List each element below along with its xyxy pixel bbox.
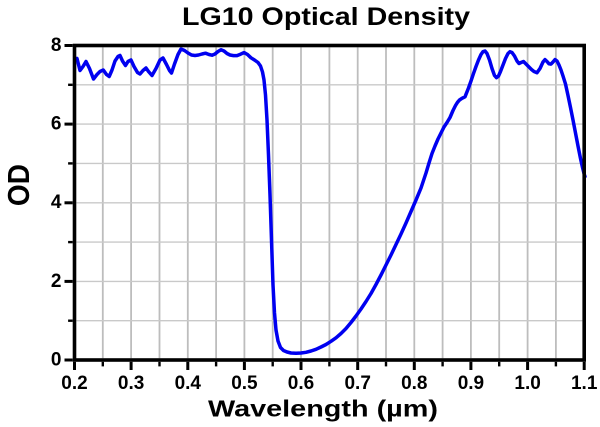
svg-text:Wavelength (µm): Wavelength (µm) [208, 395, 438, 421]
svg-text:0.2: 0.2 [61, 373, 87, 394]
svg-text:1.0: 1.0 [514, 373, 540, 394]
svg-text:0.3: 0.3 [118, 373, 144, 394]
svg-text:4: 4 [51, 192, 62, 213]
svg-text:OD: OD [1, 164, 36, 206]
svg-text:0.4: 0.4 [175, 373, 202, 394]
svg-text:0.7: 0.7 [344, 373, 370, 394]
svg-text:0: 0 [51, 349, 62, 370]
svg-text:1.1: 1.1 [571, 373, 598, 394]
svg-text:0.9: 0.9 [458, 373, 484, 394]
svg-text:0.5: 0.5 [231, 373, 258, 394]
svg-text:0.6: 0.6 [288, 373, 314, 394]
svg-text:8: 8 [51, 35, 62, 56]
svg-text:LG10 Optical Density: LG10 Optical Density [182, 3, 470, 31]
svg-text:0.8: 0.8 [401, 373, 427, 394]
svg-text:2: 2 [51, 271, 62, 292]
svg-text:6: 6 [51, 114, 62, 135]
